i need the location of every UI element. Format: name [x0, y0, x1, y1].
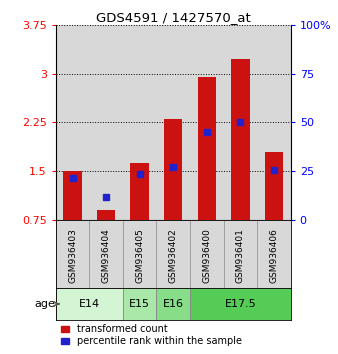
Bar — [56, 25, 89, 220]
Bar — [56, 289, 123, 320]
Bar — [156, 289, 190, 320]
Text: GSM936404: GSM936404 — [102, 228, 111, 283]
Bar — [223, 220, 257, 289]
Bar — [164, 119, 183, 220]
Bar — [156, 220, 190, 289]
Text: E14: E14 — [79, 299, 100, 309]
Bar — [231, 59, 249, 220]
Text: GSM936402: GSM936402 — [169, 228, 178, 283]
Bar — [56, 220, 89, 289]
Bar — [257, 220, 291, 289]
Bar — [123, 289, 156, 320]
Bar — [190, 289, 291, 320]
Text: age: age — [34, 299, 55, 309]
Bar — [190, 220, 223, 289]
Text: E15: E15 — [129, 299, 150, 309]
Text: GSM936406: GSM936406 — [269, 228, 279, 283]
Bar — [265, 152, 283, 220]
Bar — [89, 220, 123, 289]
Bar — [89, 25, 123, 220]
Title: GDS4591 / 1427570_at: GDS4591 / 1427570_at — [96, 11, 250, 24]
Bar — [223, 25, 257, 220]
Text: GSM936403: GSM936403 — [68, 228, 77, 283]
Bar — [156, 25, 190, 220]
Bar — [130, 164, 149, 220]
Bar — [97, 210, 115, 220]
Text: GSM936405: GSM936405 — [135, 228, 144, 283]
Bar — [63, 171, 82, 220]
Legend: transformed count, percentile rank within the sample: transformed count, percentile rank withi… — [61, 325, 242, 347]
Bar — [123, 220, 156, 289]
Text: E16: E16 — [163, 299, 184, 309]
Bar — [257, 25, 291, 220]
Bar — [123, 25, 156, 220]
Text: E17.5: E17.5 — [224, 299, 256, 309]
Bar — [197, 77, 216, 220]
Text: GSM936400: GSM936400 — [202, 228, 211, 283]
Bar — [190, 25, 223, 220]
Text: GSM936401: GSM936401 — [236, 228, 245, 283]
